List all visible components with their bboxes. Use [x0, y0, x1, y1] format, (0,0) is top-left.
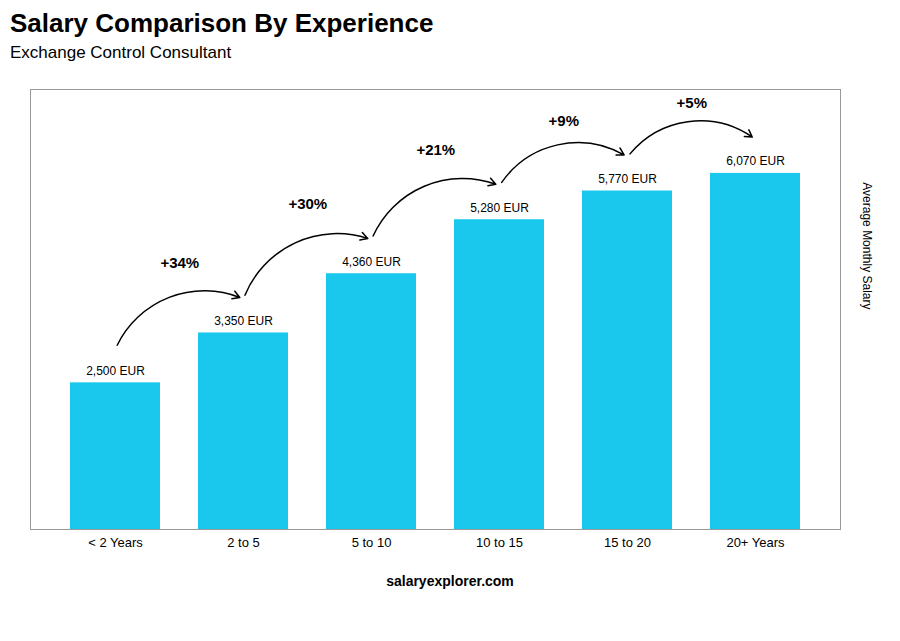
- svg-text:5,770 EUR: 5,770 EUR: [598, 172, 657, 186]
- svg-text:< 2 Years: < 2 Years: [88, 535, 143, 550]
- svg-text:3,350 EUR: 3,350 EUR: [214, 314, 273, 328]
- svg-text:+5%: +5%: [677, 94, 707, 111]
- svg-text:2,500 EUR: 2,500 EUR: [86, 364, 145, 378]
- html-text:Exchange Control Consultant: Exchange Control Consultant: [10, 43, 232, 62]
- svg-text:+30%: +30%: [288, 195, 327, 212]
- svg-text:20+ Years: 20+ Years: [726, 535, 785, 550]
- svg-text:+9%: +9%: [549, 112, 579, 129]
- svg-text:10 to 15: 10 to 15: [476, 535, 523, 550]
- svg-text:5 to 10: 5 to 10: [352, 535, 392, 550]
- svg-text:6,070 EUR: 6,070 EUR: [726, 154, 785, 168]
- svg-text:2 to 5: 2 to 5: [227, 535, 260, 550]
- svg-text:15 to 20: 15 to 20: [604, 535, 651, 550]
- html-text:salaryexplorer.com: salaryexplorer.com: [386, 573, 514, 589]
- html-text:Salary Comparison By Experienc: Salary Comparison By Experience: [10, 8, 434, 38]
- svg-text:5,280 EUR: 5,280 EUR: [470, 201, 529, 215]
- svg-text:4,360 EUR: 4,360 EUR: [342, 255, 401, 269]
- svg-text:Average Monthly Salary: Average Monthly Salary: [860, 182, 874, 309]
- svg-text:+21%: +21%: [416, 141, 455, 158]
- svg-text:+34%: +34%: [160, 254, 199, 271]
